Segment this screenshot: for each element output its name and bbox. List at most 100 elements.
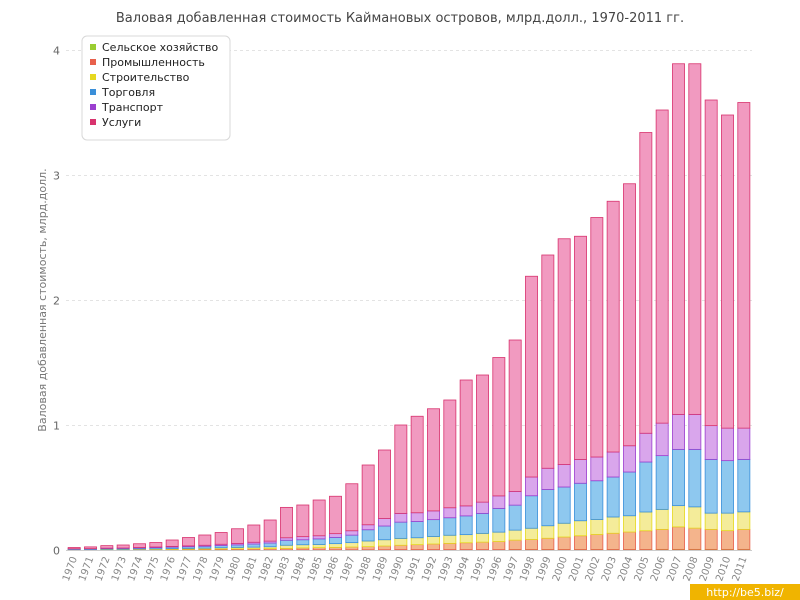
bar-segment-series-4	[721, 427, 734, 462]
bar-segment-series-2	[492, 531, 506, 542]
bar-segment-series-2	[639, 511, 653, 532]
bar-segment-series-1	[410, 544, 424, 551]
bar-segment-series-2	[296, 544, 310, 549]
bar-segment-series-4	[606, 451, 620, 478]
bar-segment-series-3	[263, 542, 277, 548]
bar-segment-series-1	[623, 531, 636, 550]
bar-segment-series-3	[443, 517, 457, 536]
bar-segment-series-3	[345, 534, 359, 544]
bar-segment-series-5	[508, 339, 522, 492]
bar-segment-series-1	[704, 528, 718, 550]
chart-title: Валовая добавленная стоимость Каймановых…	[116, 11, 684, 26]
bar-segment-series-2	[378, 539, 391, 547]
bar-segment-series-2	[345, 542, 359, 548]
bar-segment-series-4	[345, 530, 359, 536]
bar-segment-series-2	[427, 536, 440, 545]
bar-segment-series-2	[443, 534, 457, 544]
bar-segment-series-1	[541, 537, 555, 550]
bar-stack-1986	[329, 495, 342, 551]
bar-stack-2007	[672, 63, 685, 551]
bar-segment-series-3	[606, 476, 620, 518]
bar-segment-series-4	[704, 425, 718, 460]
bar-segment-series-5	[263, 519, 277, 542]
bar-stack-2001	[574, 235, 587, 551]
legend-swatch	[90, 104, 96, 110]
bar-segment-series-2	[508, 529, 522, 541]
bar-segment-series-4	[476, 501, 489, 514]
bar-stack-1973	[116, 544, 130, 551]
bar-segment-series-2	[590, 519, 604, 535]
bar-stack-2005	[639, 132, 653, 551]
bar-stack-1984	[296, 504, 310, 551]
bar-segment-series-5	[149, 542, 163, 548]
bar-segment-series-2	[606, 516, 620, 534]
bar-segment-series-5	[361, 464, 375, 526]
y-axis-label: Валовая добавленная стоимость, млрд.долл…	[36, 168, 49, 431]
bar-segment-series-5	[443, 399, 457, 509]
bar-segment-series-2	[623, 515, 636, 533]
bar-segment-series-1	[443, 542, 457, 551]
bar-segment-series-1	[672, 526, 685, 550]
y-axis-ticks: 0 1 2 3 4	[53, 45, 60, 558]
bar-segment-series-5	[214, 532, 228, 545]
bar-stack-1983	[280, 506, 293, 551]
bar-stack-1980	[231, 528, 244, 551]
bar-segment-series-3	[378, 525, 391, 541]
bar-segment-series-4	[329, 533, 342, 538]
bar-stack-2000	[557, 238, 571, 551]
bar-segment-series-3	[639, 461, 653, 513]
bar-segment-series-5	[329, 495, 342, 535]
bar-segment-series-4	[443, 507, 457, 519]
legend-entry: Строительство	[102, 71, 190, 84]
bar-segment-series-5	[116, 544, 130, 549]
bar-segment-series-5	[606, 200, 620, 453]
bar-stack-1975	[149, 542, 163, 551]
bar-segment-series-3	[247, 543, 261, 548]
bar-segment-series-1	[459, 542, 473, 551]
bar-segment-series-1	[427, 543, 440, 551]
y-tick-label: 2	[53, 295, 60, 308]
legend: Сельское хозяйство Промышленность Строител…	[81, 35, 231, 141]
bar-segment-series-4	[655, 422, 669, 457]
bar-segment-series-5	[623, 183, 636, 447]
legend-swatch	[90, 44, 96, 50]
bar-segment-series-5	[296, 504, 310, 538]
bar-stack-2010	[721, 114, 734, 551]
bar-segment-series-1	[606, 532, 620, 550]
bar-segment-series-1	[525, 539, 538, 550]
bar-segment-series-5	[492, 357, 506, 497]
x-tick-label: 2011	[731, 555, 750, 583]
bar-segment-series-4	[492, 495, 506, 509]
bar-stack-1993	[443, 399, 457, 551]
bar-stack-1985	[312, 499, 326, 551]
bar-stack-2006	[655, 109, 669, 551]
bar-segment-series-1	[508, 539, 522, 550]
bar-segment-series-5	[312, 499, 326, 537]
bar-segment-series-5	[525, 275, 538, 478]
bar-segment-series-5	[198, 534, 212, 546]
bar-segment-series-5	[165, 539, 179, 547]
bar-stack-1978	[198, 534, 212, 551]
bar-segment-series-4	[639, 432, 653, 463]
bar-segment-series-3	[737, 458, 751, 513]
bar-segment-series-2	[525, 527, 538, 540]
bar-segment-series-1	[590, 534, 604, 550]
bar-segment-series-3	[492, 507, 506, 533]
bar-segment-series-3	[655, 455, 669, 510]
watermark-text: http://be5.biz/	[706, 586, 784, 599]
bar-segment-series-1	[574, 535, 587, 550]
bar-segment-series-4	[672, 413, 685, 450]
watermark-background	[690, 584, 800, 600]
bar-segment-series-1	[361, 546, 375, 551]
bar-segment-series-1	[655, 528, 669, 550]
bar-segment-series-5	[704, 99, 718, 427]
bar-segment-series-3	[312, 538, 326, 545]
bar-stack-1982	[263, 519, 277, 551]
bar-segment-series-5	[655, 109, 669, 424]
bar-segment-series-5	[182, 537, 195, 547]
bar-segment-series-4	[361, 524, 375, 531]
legend-entry: Сельское хозяйство	[102, 41, 218, 54]
bar-stack-1995	[476, 374, 489, 551]
x-axis-ticks: 1970197119721973197419751976197719781979…	[61, 555, 750, 583]
